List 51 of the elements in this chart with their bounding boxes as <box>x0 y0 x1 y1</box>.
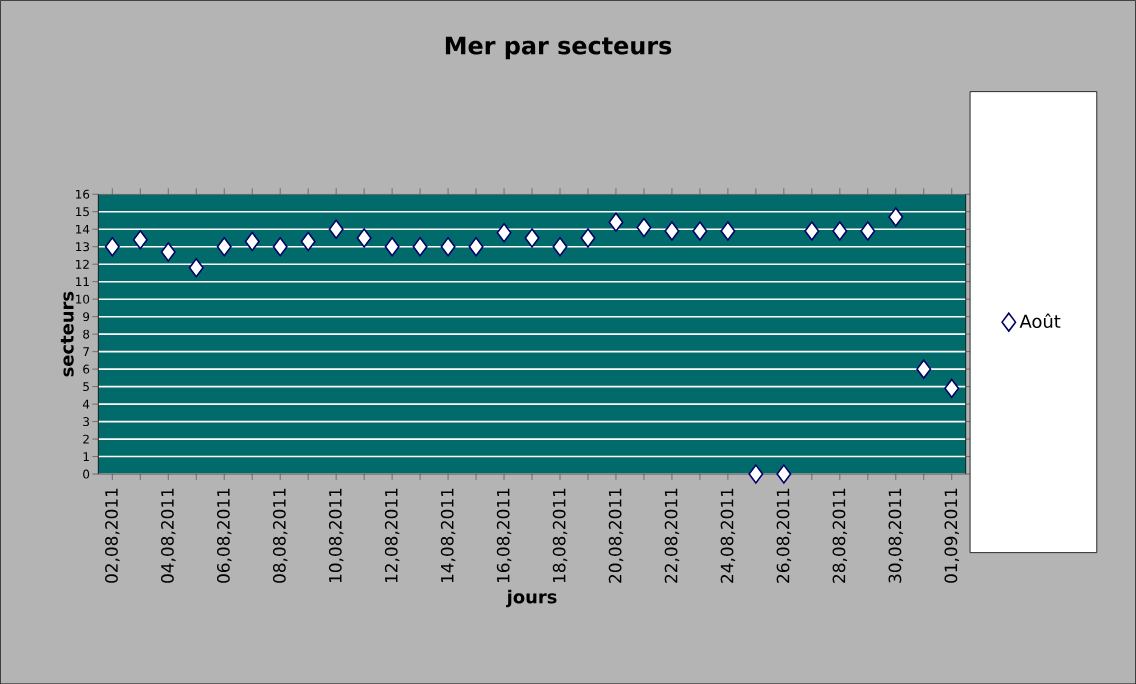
point <box>776 464 792 484</box>
point <box>524 228 540 248</box>
point <box>356 228 372 248</box>
x-tick-label: 14,08,2011 <box>440 488 456 582</box>
x-tick-label: 16,08,2011 <box>496 488 512 582</box>
x-axis-title: jours <box>506 589 557 608</box>
x-tick-label: 26,08,2011 <box>776 488 792 583</box>
x-tick-label: 12,08,2011 <box>384 488 400 582</box>
point <box>608 212 624 232</box>
x-tick-label: 28,08,2011 <box>832 488 848 583</box>
point <box>384 236 400 257</box>
point <box>328 219 344 239</box>
point <box>132 229 148 250</box>
x-tick-label: 02,08,2011 <box>105 488 120 583</box>
point <box>720 221 736 241</box>
x-tick-label: 20,08,2011 <box>608 488 624 583</box>
x-tick-label: 04,08,2011 <box>161 488 176 583</box>
y-axis-title: secteurs <box>60 291 74 377</box>
point <box>104 236 120 257</box>
point <box>496 222 512 243</box>
point <box>188 257 204 278</box>
point <box>888 207 904 227</box>
point <box>804 221 820 241</box>
x-tick-label: 18,08,2011 <box>552 488 568 582</box>
point <box>412 236 428 257</box>
x-tick-label: 24,08,2011 <box>720 488 736 583</box>
point <box>748 464 764 484</box>
point <box>636 217 652 238</box>
x-tick-label: 08,08,2011 <box>272 488 288 583</box>
point <box>692 221 708 241</box>
point <box>916 359 932 379</box>
point <box>272 236 288 257</box>
point <box>160 242 176 262</box>
x-tick-label: 06,08,2011 <box>216 488 232 583</box>
x-tick-label: 30,08,2011 <box>888 488 904 583</box>
point <box>944 378 960 398</box>
point <box>300 231 316 252</box>
point <box>580 228 596 248</box>
point <box>468 236 484 257</box>
point <box>216 236 232 257</box>
point <box>664 221 680 241</box>
chart-title: Mer par secteurs <box>445 36 672 60</box>
x-tick-label: 22,08,2011 <box>664 488 680 583</box>
point <box>860 221 876 241</box>
point <box>440 236 456 257</box>
point <box>552 236 568 257</box>
point <box>832 221 848 241</box>
x-tick-label: 10,08,2011 <box>328 488 344 582</box>
legend-label: Août <box>1019 313 1061 328</box>
point <box>244 231 260 252</box>
x-tick-label: 01,09,2011 <box>944 488 959 583</box>
